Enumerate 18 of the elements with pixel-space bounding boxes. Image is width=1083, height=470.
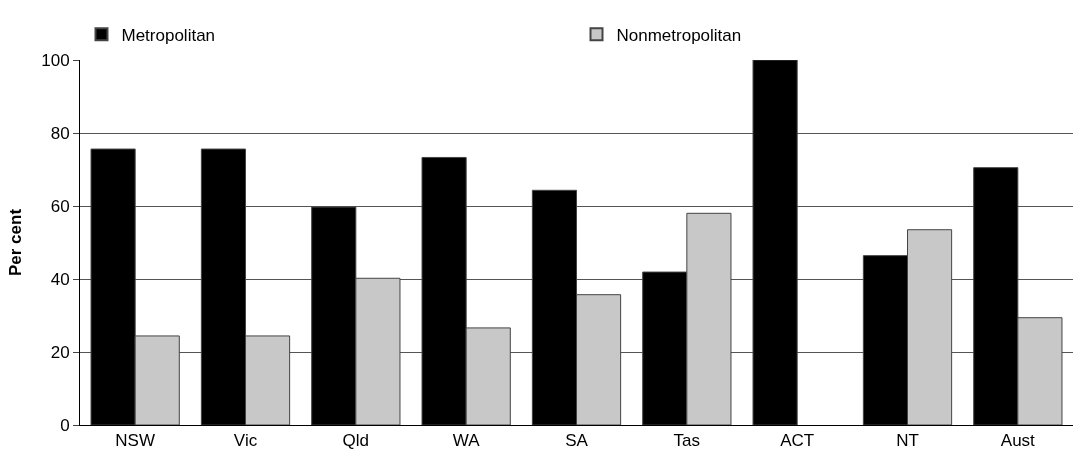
x-tick-label: Tas <box>673 431 701 451</box>
x-tick-label: Aust <box>1000 431 1036 451</box>
x-tick-label: NT <box>896 431 919 451</box>
y-tick-label: 20 <box>50 342 70 362</box>
x-tick-label: Qld <box>342 431 370 451</box>
y-tick-label: 100 <box>41 50 70 70</box>
x-tick-label: SA <box>565 431 589 451</box>
x-tick-label: Vic <box>233 431 258 451</box>
y-axis-title: Per cent <box>5 208 25 277</box>
y-tick-label: 80 <box>50 123 70 143</box>
x-tick-label: WA <box>452 431 481 451</box>
y-tick-label: 40 <box>50 269 70 289</box>
legend-label: Metropolitan <box>121 25 216 45</box>
y-tick-label: 0 <box>60 415 70 435</box>
x-tick-label: ACT <box>780 431 815 451</box>
y-tick-label: 60 <box>50 196 70 216</box>
legend-label: Nonmetropolitan <box>616 25 742 45</box>
x-tick-label: NSW <box>115 431 156 451</box>
